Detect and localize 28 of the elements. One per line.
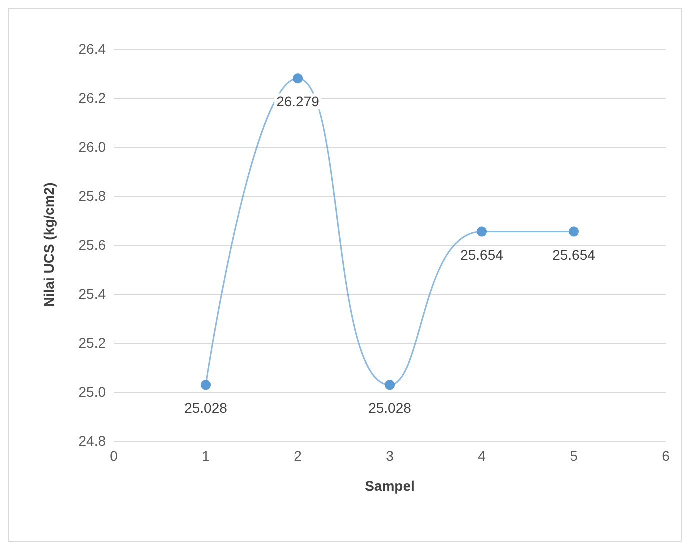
x-tick-label: 2: [294, 448, 302, 464]
data-label: 25.654: [552, 246, 596, 263]
y-tick-label: 25.6: [78, 237, 106, 253]
data-label: 26.279: [276, 94, 320, 110]
x-tick-label: 0: [110, 448, 118, 464]
y-tick-label: 25.4: [78, 286, 106, 302]
y-axis-title: Nilai UCS (kg/cm2): [41, 182, 57, 308]
x-axis-title: Sampel: [365, 478, 415, 494]
point: [569, 226, 579, 237]
data-label: 25.028: [184, 400, 228, 416]
x-tick-label: 6: [662, 448, 670, 464]
point: [385, 380, 395, 390]
y-tick-label: 26.4: [78, 41, 106, 57]
y-tick-label: 25.8: [78, 188, 106, 204]
x-tick-label: 4: [478, 448, 486, 464]
point: [477, 226, 487, 237]
point: [201, 380, 211, 390]
x-tick-label: 1: [202, 448, 210, 464]
data-label: 25.654: [460, 246, 504, 263]
y-tick-label: 26.2: [78, 90, 106, 106]
x-tick-label: 5: [570, 448, 578, 464]
y-tick-label: 24.8: [78, 433, 106, 449]
point: [293, 74, 303, 84]
data-label: 25.028: [368, 400, 412, 416]
x-tick-label: 3: [386, 448, 394, 464]
y-tick-label: 25.2: [78, 335, 106, 351]
y-tick-label: 25.0: [78, 384, 106, 400]
y-tick-label: 26.0: [78, 139, 106, 155]
